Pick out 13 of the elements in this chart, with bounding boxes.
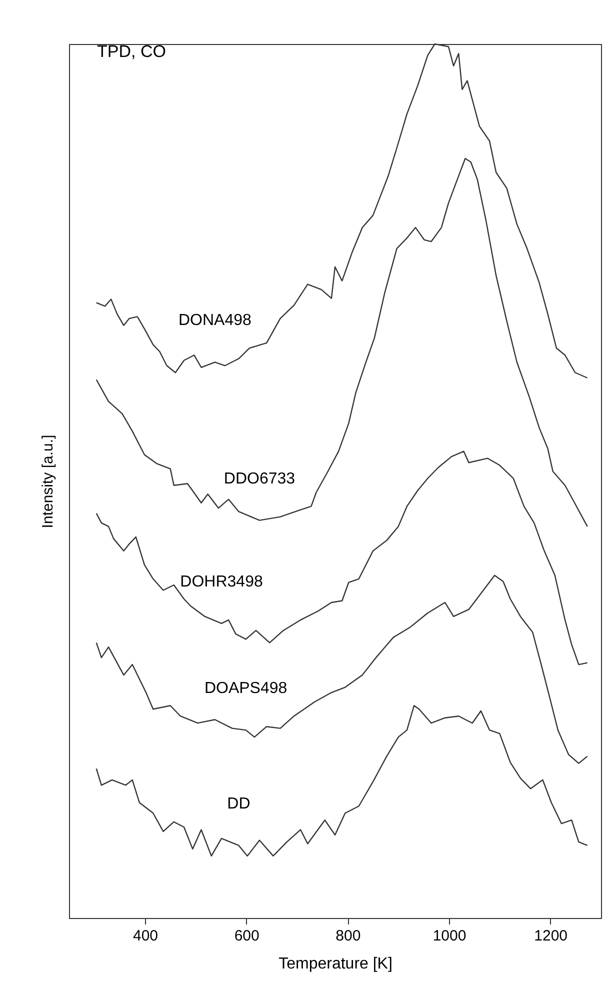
series-label: DOAPS498	[204, 680, 288, 698]
series-label: DOHR3498	[180, 573, 263, 590]
x-tick-label: 800	[336, 928, 361, 944]
x-tick-label: 600	[234, 928, 260, 944]
series-label: DONA498	[178, 312, 252, 330]
x-tick-label: 1200	[534, 928, 568, 944]
x-tick-label: 1000	[432, 928, 466, 944]
annotation: TPD, CO	[97, 42, 166, 61]
series-label: DDO6733	[224, 470, 296, 488]
series-label: DD	[227, 795, 250, 812]
x-axis-title: Temperature [K]	[278, 956, 392, 972]
x-tick-label: 400	[132, 928, 158, 944]
y-axis-title: Intensity [a.u.]	[40, 434, 56, 528]
